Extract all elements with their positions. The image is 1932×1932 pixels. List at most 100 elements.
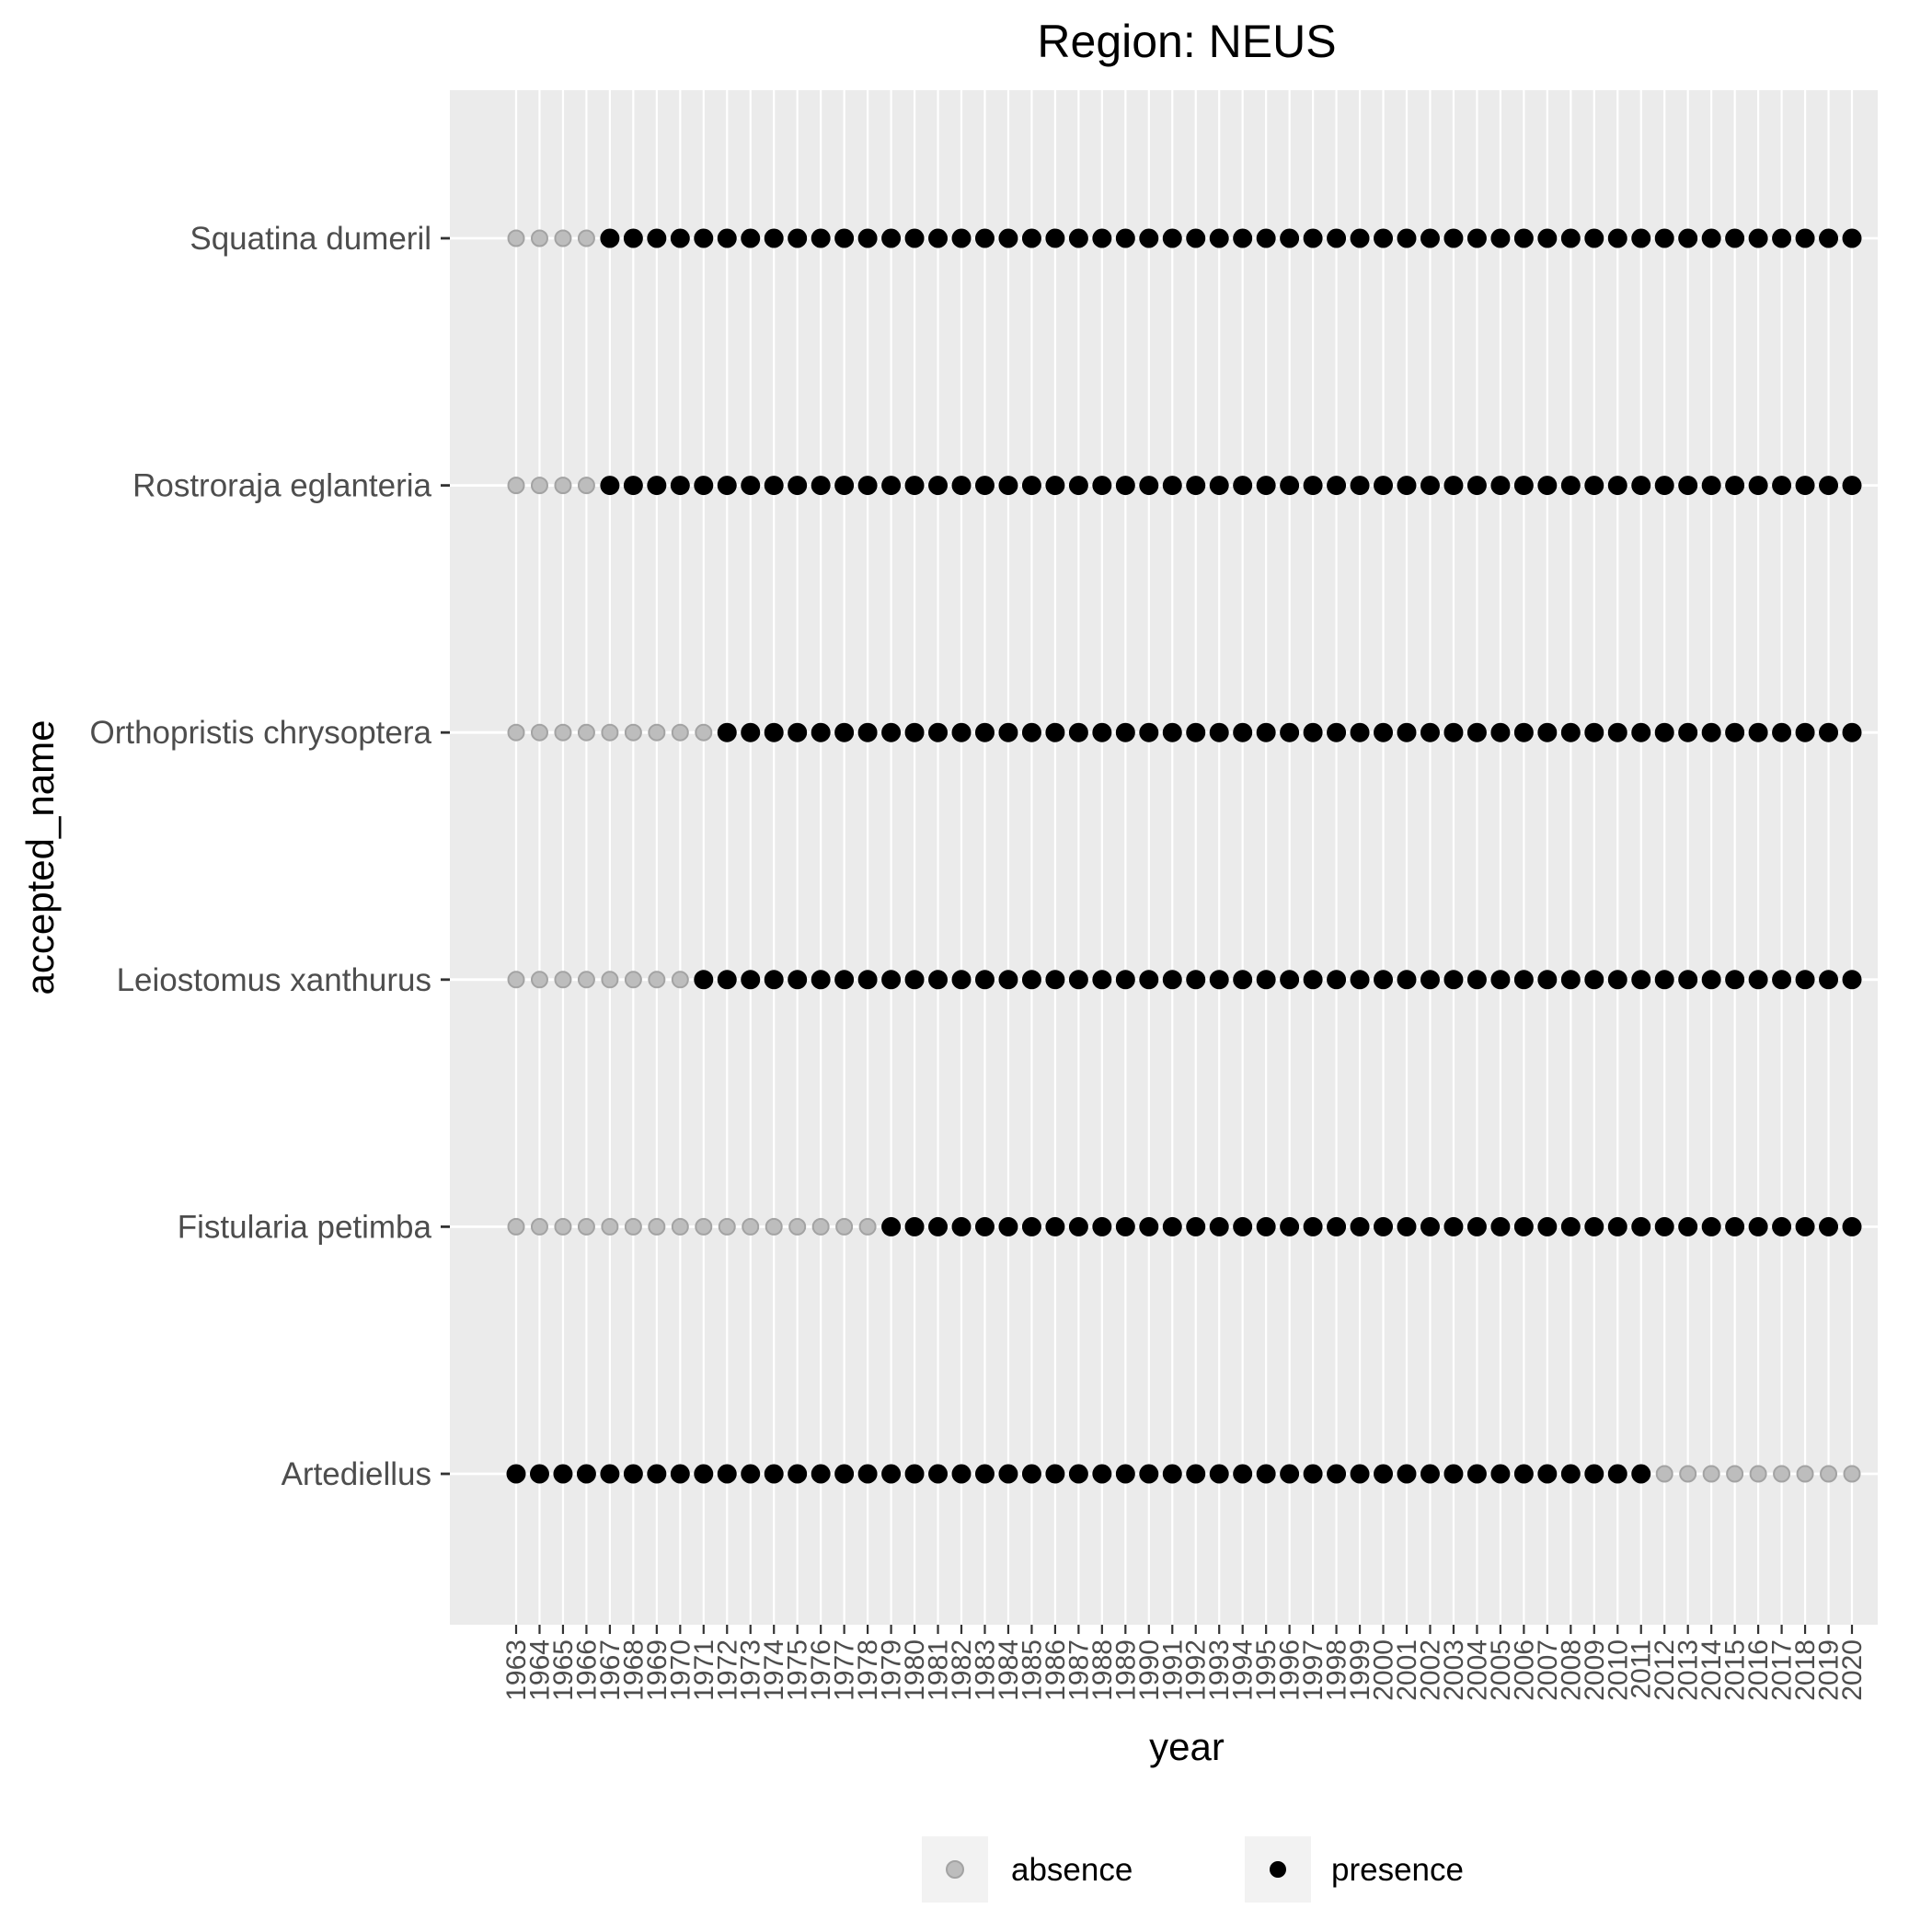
presence-point: [1819, 970, 1839, 990]
presence-point: [857, 970, 878, 990]
presence-point: [647, 1464, 667, 1484]
presence-point: [717, 228, 737, 248]
presence-point: [1162, 1216, 1182, 1236]
presence-point: [647, 476, 667, 496]
presence-point: [1327, 1216, 1347, 1236]
absence-point: [1726, 1465, 1744, 1483]
presence-point: [1701, 970, 1721, 990]
presence-point: [1209, 1464, 1229, 1484]
presence-point: [788, 228, 808, 248]
presence-point: [1280, 1464, 1300, 1484]
presence-point: [1280, 722, 1300, 742]
presence-point: [1654, 722, 1674, 742]
presence-point: [1303, 722, 1323, 742]
x-gridlines: [514, 90, 1854, 1625]
x-tick-label: 2018: [1790, 1639, 1821, 1701]
presence-point: [647, 228, 667, 248]
absence-point: [554, 229, 572, 247]
presence-point: [1139, 970, 1159, 990]
presence-point: [1233, 476, 1253, 496]
x-tick-label: 2011: [1627, 1639, 1657, 1699]
presence-point: [1701, 228, 1721, 248]
presence-point: [1725, 228, 1745, 248]
x-tick-label: 1979: [877, 1639, 907, 1701]
x-tick-label: 2002: [1415, 1639, 1445, 1701]
presence-point: [904, 228, 925, 248]
presence-point: [1443, 1464, 1464, 1484]
y-tick-label: Fistularia petimba: [178, 1209, 432, 1245]
presence-point: [1725, 722, 1745, 742]
presence-point: [1068, 476, 1088, 496]
presence-point: [881, 228, 902, 248]
presence-point: [1466, 1216, 1487, 1236]
absence-point: [577, 723, 595, 742]
presence-point: [928, 1464, 949, 1484]
presence-point: [904, 1216, 925, 1236]
presence-point: [811, 1464, 831, 1484]
presence-point: [1045, 1464, 1065, 1484]
absence-point: [1820, 1465, 1838, 1483]
absence-point: [718, 1217, 736, 1236]
presence-point: [1654, 228, 1674, 248]
presence-point: [1139, 476, 1159, 496]
x-tick-label: 1977: [830, 1639, 860, 1701]
presence-point: [1021, 476, 1041, 496]
presence-point: [1139, 1216, 1159, 1236]
absence-point: [835, 1217, 854, 1236]
presence-point: [1748, 1216, 1768, 1236]
x-tick-label: 2013: [1673, 1639, 1704, 1701]
x-tick-label: 1966: [571, 1639, 602, 1701]
presence-point: [788, 1464, 808, 1484]
legend[interactable]: absence presence: [922, 1836, 1464, 1903]
legend-label-absence: absence: [1011, 1852, 1133, 1888]
presence-point: [1209, 476, 1229, 496]
presence-point: [1256, 228, 1276, 248]
presence-point: [1772, 722, 1792, 742]
presence-point: [1021, 1464, 1041, 1484]
presence-point: [1420, 1464, 1440, 1484]
presence-point: [741, 970, 761, 990]
x-axis: 1963196419651966196719681969197019711972…: [501, 1625, 1868, 1701]
presence-point: [998, 1216, 1018, 1236]
presence-point: [974, 970, 995, 990]
presence-point: [928, 722, 949, 742]
presence-point: [998, 228, 1018, 248]
presence-point: [1280, 1216, 1300, 1236]
legend-item-absence[interactable]: absence: [922, 1836, 1133, 1903]
presence-point: [694, 476, 714, 496]
presence-point: [1045, 1216, 1065, 1236]
x-tick-label: 1964: [524, 1639, 555, 1701]
presence-point: [1374, 722, 1394, 742]
presence-point: [1584, 1464, 1604, 1484]
legend-item-presence[interactable]: presence: [1245, 1836, 1464, 1903]
presence-point: [1233, 228, 1253, 248]
presence-point: [1772, 476, 1792, 496]
presence-point: [857, 722, 878, 742]
absence-point: [695, 723, 713, 742]
absence-point: [788, 1217, 807, 1236]
y-tick-label: Rostroraja eglanteria: [132, 468, 431, 504]
absence-point: [742, 1217, 760, 1236]
absence-point: [577, 229, 595, 247]
presence-point: [1631, 970, 1651, 990]
x-tick-label: 1984: [994, 1639, 1024, 1701]
presence-point: [1678, 1216, 1698, 1236]
presence-point: [600, 228, 620, 248]
presence-point: [1537, 228, 1558, 248]
presence-point: [998, 476, 1018, 496]
presence-point: [1725, 970, 1745, 990]
absence-point: [507, 1217, 525, 1236]
absence-point: [601, 723, 619, 742]
presence-point: [1350, 228, 1370, 248]
x-tick-label: 2010: [1603, 1639, 1633, 1701]
presence-point: [1374, 1464, 1394, 1484]
presence-point: [1233, 1216, 1253, 1236]
presence-point: [1303, 228, 1323, 248]
presence-point: [1303, 1464, 1323, 1484]
x-tick-label: 1988: [1087, 1639, 1118, 1701]
presence-point: [1186, 722, 1206, 742]
presence-point: [1537, 722, 1558, 742]
presence-point: [670, 476, 690, 496]
presence-point: [1068, 970, 1088, 990]
presence-point: [1397, 228, 1417, 248]
